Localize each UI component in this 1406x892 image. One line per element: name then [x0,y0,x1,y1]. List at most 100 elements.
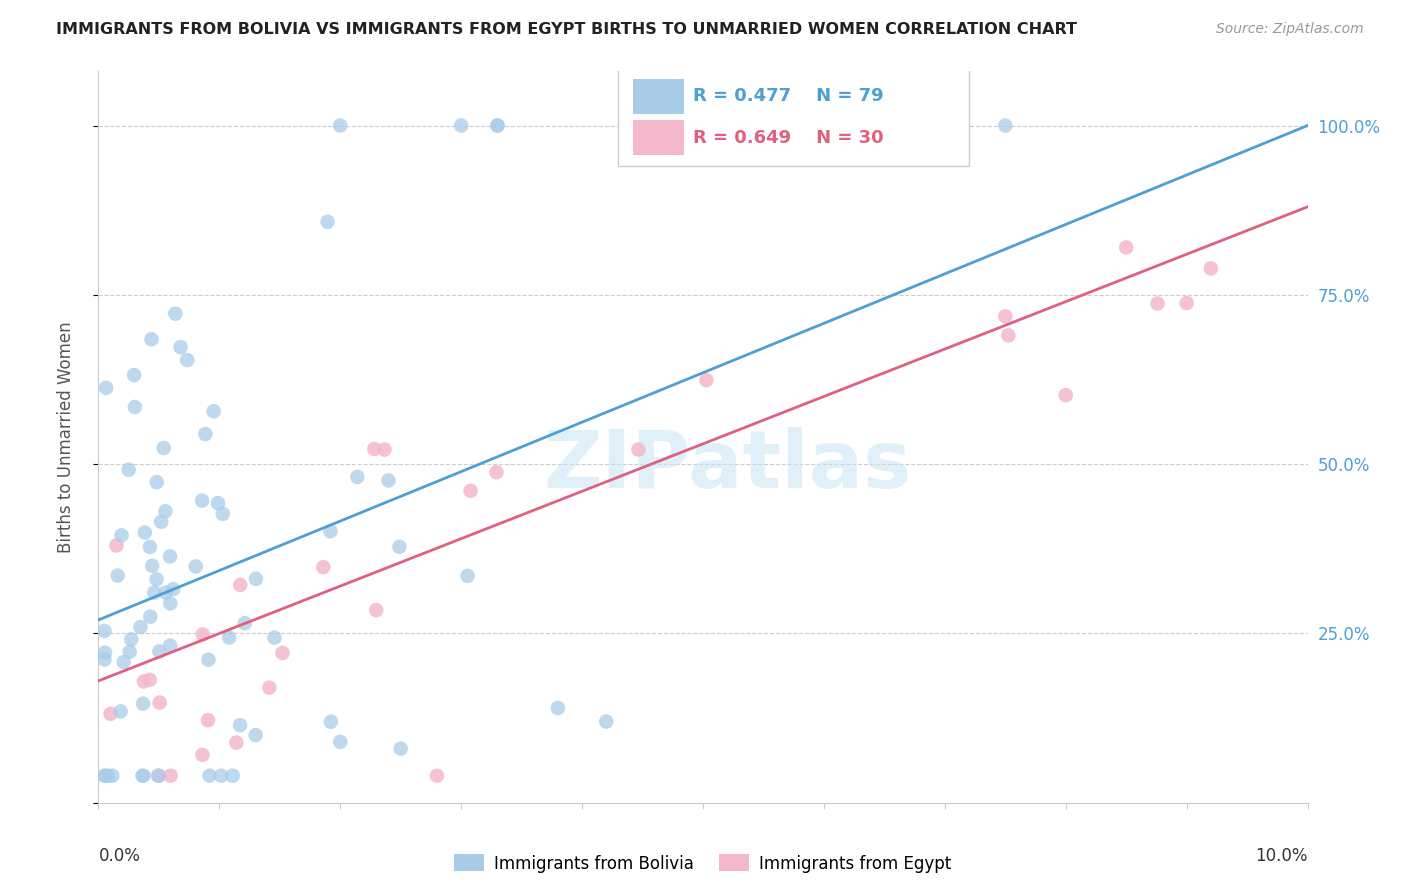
Point [197,713,219,727]
Point [388,540,411,554]
Point [191,493,214,508]
Point [346,470,368,484]
Point [450,119,472,133]
Point [165,307,187,321]
Point [221,769,243,783]
Point [271,646,294,660]
Text: 10.0%: 10.0% [1256,847,1308,864]
Point [94,769,117,783]
Point [263,631,285,645]
FancyBboxPatch shape [619,68,969,167]
Point [486,119,509,133]
Point [138,673,160,687]
Point [994,310,1017,324]
Point [595,714,617,729]
Point [145,573,167,587]
Point [312,560,335,574]
Point [547,701,569,715]
Point [377,474,399,488]
Point [1199,261,1222,276]
Point [329,735,352,749]
Point [1115,240,1137,254]
Point [485,465,508,479]
Point [152,441,174,455]
Point [245,572,267,586]
Point [329,119,352,133]
Point [93,624,115,638]
Point [155,585,177,599]
Point [169,340,191,354]
Legend: Immigrants from Bolivia, Immigrants from Egypt: Immigrants from Bolivia, Immigrants from… [447,847,959,880]
Point [910,119,932,133]
Point [1175,296,1198,310]
Point [209,769,232,783]
Point [159,639,181,653]
Point [319,714,342,729]
Point [202,404,225,418]
Point [148,644,170,658]
Point [141,332,163,346]
Point [316,215,339,229]
Point [94,646,117,660]
Point [139,609,162,624]
Y-axis label: Births to Unmarried Women: Births to Unmarried Women [56,321,75,553]
Point [150,515,173,529]
Point [211,507,233,521]
Point [101,769,124,783]
Point [319,524,342,539]
Point [100,706,122,721]
Point [112,655,135,669]
Point [97,769,120,783]
Point [143,585,166,599]
Point [176,353,198,368]
Point [191,747,214,762]
Point [225,736,247,750]
Point [259,681,281,695]
Point [111,528,134,542]
Point [141,558,163,573]
Point [197,653,219,667]
Point [457,569,479,583]
Point [194,427,217,442]
Point [134,525,156,540]
Point [94,381,117,395]
Point [373,442,395,457]
Point [245,728,267,742]
Point [146,769,169,783]
Point [148,769,170,783]
Point [139,540,162,554]
Point [132,697,155,711]
Point [426,769,449,783]
Point [93,769,115,783]
Text: ZIPatlas: ZIPatlas [543,427,911,506]
Point [149,696,172,710]
Point [363,442,385,456]
Point [159,596,181,610]
Point [207,496,229,510]
Point [627,442,650,457]
Point [159,769,181,783]
Point [122,368,145,383]
Point [105,538,128,552]
Point [131,769,153,783]
Point [110,705,132,719]
Point [120,632,142,647]
Point [124,400,146,414]
Point [93,652,115,666]
Point [107,568,129,582]
Point [132,674,155,689]
Point [155,504,177,518]
Point [994,119,1017,133]
Point [198,769,221,783]
Text: R = 0.649    N = 30: R = 0.649 N = 30 [693,129,884,147]
Point [1054,388,1077,402]
Point [159,549,181,564]
Point [184,559,207,574]
Point [118,463,141,477]
FancyBboxPatch shape [633,78,683,114]
Point [233,616,256,631]
Text: 0.0%: 0.0% [98,847,141,864]
Point [229,718,252,732]
Point [191,627,214,641]
Text: IMMIGRANTS FROM BOLIVIA VS IMMIGRANTS FROM EGYPT BIRTHS TO UNMARRIED WOMEN CORRE: IMMIGRANTS FROM BOLIVIA VS IMMIGRANTS FR… [56,22,1077,37]
